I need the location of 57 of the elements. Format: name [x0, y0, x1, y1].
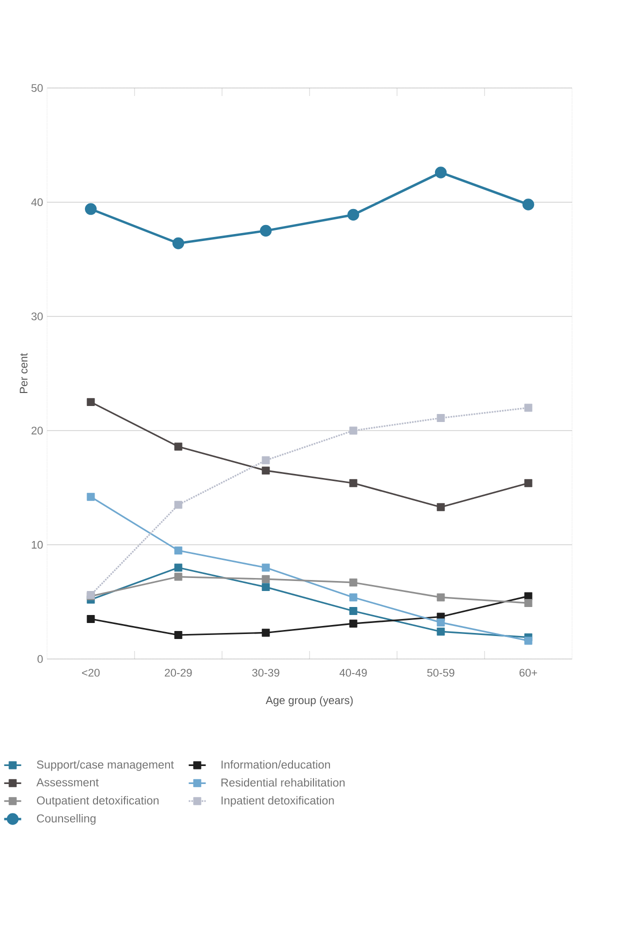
point — [436, 628, 445, 636]
point — [436, 503, 445, 512]
y-tick-label: 0 — [38, 655, 43, 663]
x-axis-title: Age group (years) — [266, 696, 353, 706]
point — [435, 166, 447, 178]
point — [436, 618, 445, 626]
legend-label: Outpatient detoxification — [37, 796, 159, 807]
point — [524, 404, 532, 412]
point — [524, 599, 532, 608]
y-tick-label: 50 — [32, 84, 43, 92]
point — [86, 492, 95, 501]
point — [86, 615, 95, 624]
point — [348, 208, 360, 221]
point — [349, 426, 358, 435]
point — [85, 203, 97, 215]
y-tick-label: 20 — [32, 426, 43, 434]
x-tick-label: 60+ — [520, 668, 538, 677]
point — [349, 578, 358, 586]
point — [174, 572, 182, 581]
legend-label: Counselling — [37, 814, 96, 825]
point — [174, 500, 182, 509]
y-tick-label: 40 — [31, 198, 43, 206]
point — [262, 564, 270, 572]
point — [349, 593, 358, 602]
point — [262, 583, 270, 592]
point — [174, 564, 182, 572]
point — [522, 198, 534, 210]
y-tick-label: 10 — [32, 540, 43, 549]
point — [262, 575, 270, 584]
y-tick-label: 30 — [32, 312, 43, 320]
point — [86, 398, 95, 406]
point — [349, 479, 358, 488]
point — [172, 237, 184, 250]
y-axis-title: Per cent — [20, 353, 28, 393]
point — [524, 636, 532, 645]
x-tick-label: 50-59 — [427, 668, 454, 677]
x-tick-label: 20-29 — [164, 668, 192, 677]
x-tick-label: 40-49 — [340, 668, 367, 677]
point — [260, 224, 272, 237]
point — [262, 456, 270, 464]
point — [436, 593, 445, 602]
legend-label: Information/education — [222, 760, 330, 769]
point — [524, 479, 532, 488]
point — [349, 620, 358, 628]
legend-label: Inpatient detoxification — [222, 796, 334, 807]
point — [349, 607, 358, 616]
point — [262, 628, 270, 637]
point — [174, 631, 182, 640]
legend-label: Assessment — [36, 778, 99, 786]
point — [174, 442, 182, 451]
point — [262, 466, 270, 475]
x-tick-label: 30-39 — [252, 668, 280, 677]
legend-label: Residential rehabilitation — [222, 778, 345, 787]
legend-label: Support/case management — [36, 760, 174, 771]
point — [174, 546, 182, 554]
point — [436, 414, 445, 422]
x-tick-label: <20 — [82, 668, 100, 677]
